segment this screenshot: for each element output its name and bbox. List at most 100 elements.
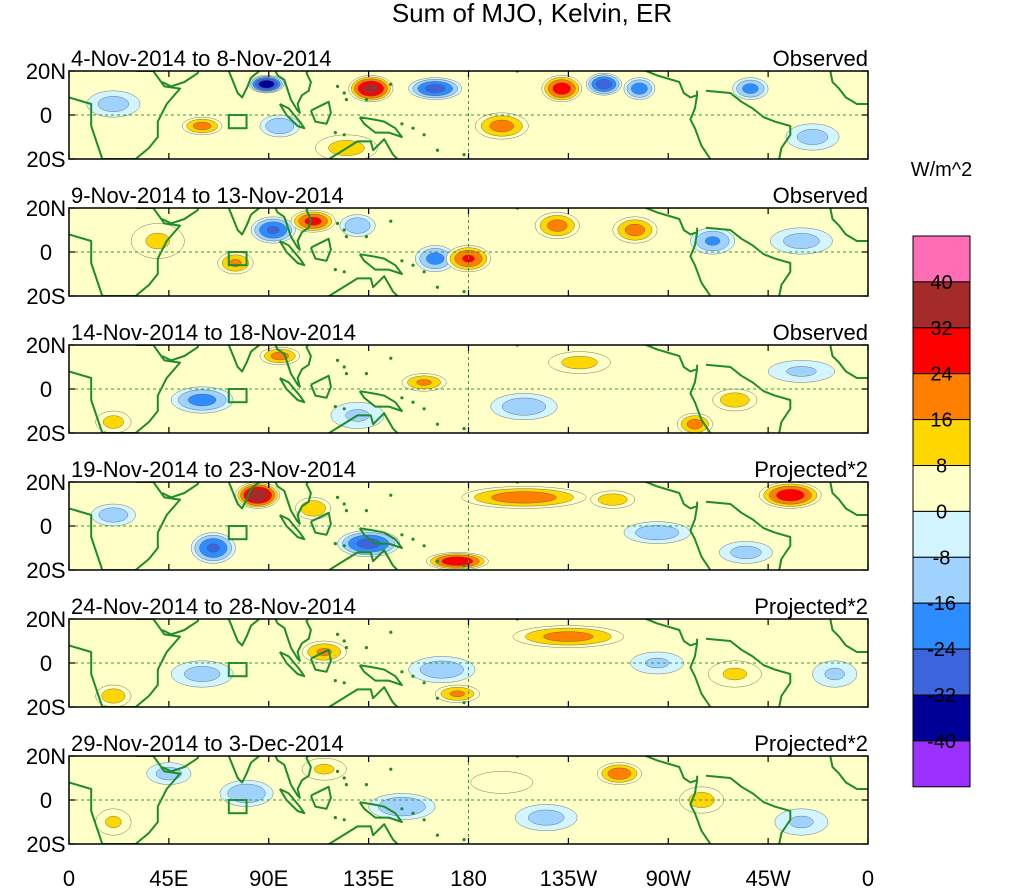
borneo-outline xyxy=(309,237,332,262)
island-dot xyxy=(435,285,440,289)
panel-kind: Observed xyxy=(773,320,868,345)
anomaly-positive xyxy=(470,771,534,794)
island-dot xyxy=(335,84,340,88)
colorbar-label: W/m^2 xyxy=(911,159,973,181)
island-dot xyxy=(335,358,340,362)
y-tick-label: 20N xyxy=(26,333,66,358)
anomaly-negative xyxy=(732,77,769,100)
south-america-coast xyxy=(689,95,712,159)
island-dot xyxy=(335,632,340,637)
island-dot xyxy=(400,670,404,674)
panel-5: 20N 0 20S 24-Nov-2014 to 28-Nov-2014 Project… xyxy=(26,594,869,720)
contour-band xyxy=(265,118,295,134)
island-dot xyxy=(435,559,440,563)
panel-period: 19-Nov-2014 to 23-Nov-2014 xyxy=(71,457,356,482)
island-dot xyxy=(389,219,393,223)
y-tick-label: 20N xyxy=(26,607,66,632)
new-guinea-outline xyxy=(358,390,403,412)
contour-band xyxy=(193,121,212,131)
island-dot xyxy=(400,122,404,126)
island-dot xyxy=(462,153,466,157)
africa-coast xyxy=(69,345,181,433)
australia-coast xyxy=(327,823,399,844)
contour-band xyxy=(184,666,221,682)
india-coast xyxy=(226,756,261,784)
anomaly-positive xyxy=(95,808,132,836)
island-dot xyxy=(389,767,393,771)
island-dot xyxy=(533,204,536,207)
india-coast xyxy=(226,208,261,236)
anomaly-positive xyxy=(235,482,281,509)
africa-coast xyxy=(69,756,181,844)
island-dot xyxy=(533,752,536,755)
x-tick-label: 135E xyxy=(343,866,394,889)
new-guinea-outline xyxy=(358,801,403,823)
island-dot xyxy=(364,98,369,102)
contour-band xyxy=(419,660,464,679)
anomaly-positive xyxy=(217,251,254,275)
island-dot xyxy=(335,495,340,499)
island-dot xyxy=(411,537,415,541)
contour-band xyxy=(266,226,280,234)
island-dot xyxy=(342,133,346,137)
island-dot xyxy=(344,372,349,376)
anomaly-negative xyxy=(190,532,236,564)
west-africa-coast xyxy=(829,71,868,105)
colorbar-tick-label: 0 xyxy=(936,501,947,523)
panel-1: 20N 0 20S 4-Nov-2014 to 8-Nov-2014 Observed xyxy=(26,46,869,172)
colorbar-tick-label: 24 xyxy=(930,364,952,386)
arabia-coast xyxy=(161,619,200,636)
y-tick-label: 20N xyxy=(26,196,66,221)
island-dot xyxy=(364,783,369,787)
contour-band xyxy=(501,397,546,416)
y-tick-label: 0 xyxy=(40,377,52,402)
x-tick-label: 90W xyxy=(646,866,691,889)
anomaly-negative xyxy=(774,808,829,836)
contour-band xyxy=(105,815,122,829)
contour-band xyxy=(607,767,632,780)
island-dot xyxy=(342,818,346,822)
anomaly-negative xyxy=(250,216,296,244)
contour-band xyxy=(543,631,594,642)
coastlines xyxy=(69,204,868,296)
anomaly-positive xyxy=(612,216,658,244)
west-africa-coast xyxy=(829,482,868,516)
colorbar-tick-label: -40 xyxy=(927,731,956,753)
africa-coast xyxy=(69,482,181,570)
brazil-coast xyxy=(705,226,792,296)
arabia-coast xyxy=(161,208,200,225)
contour-band xyxy=(686,419,704,430)
contour-band xyxy=(206,543,220,553)
colorbar-swatch xyxy=(912,235,971,283)
contour-band xyxy=(547,219,568,232)
anomaly-positive xyxy=(95,410,132,433)
y-tick-label: 20N xyxy=(26,470,66,495)
island-dot xyxy=(364,372,369,376)
x-axis: 0 45E 90E 135E 180 135W 90W 45W 0 xyxy=(63,866,874,889)
anomaly-negative xyxy=(490,393,558,420)
borneo-outline xyxy=(309,648,332,673)
y-tick-label: 0 xyxy=(40,240,52,265)
island-dot xyxy=(344,235,349,239)
australia-coast xyxy=(327,138,399,159)
contour-band xyxy=(416,379,432,386)
brazil-coast xyxy=(705,500,792,570)
colorbar-tick-label: -8 xyxy=(933,547,951,569)
colorbar-swatch xyxy=(912,373,971,421)
contour-band xyxy=(786,366,817,377)
panel-kind: Projected*2 xyxy=(754,457,868,482)
island-dot xyxy=(335,769,340,774)
anomaly-positive xyxy=(548,351,611,374)
anomaly-positive xyxy=(181,116,223,135)
anomaly-negative xyxy=(408,77,463,100)
anomaly-positive xyxy=(474,112,529,140)
contour-band xyxy=(101,688,126,704)
coastlines xyxy=(69,752,868,844)
arabia-coast xyxy=(161,345,200,362)
island-dot xyxy=(335,221,340,225)
island-dot xyxy=(333,679,337,683)
australia-coast xyxy=(327,686,399,707)
island-dot xyxy=(411,126,415,130)
island-dot xyxy=(533,67,536,70)
africa-coast xyxy=(69,619,181,707)
